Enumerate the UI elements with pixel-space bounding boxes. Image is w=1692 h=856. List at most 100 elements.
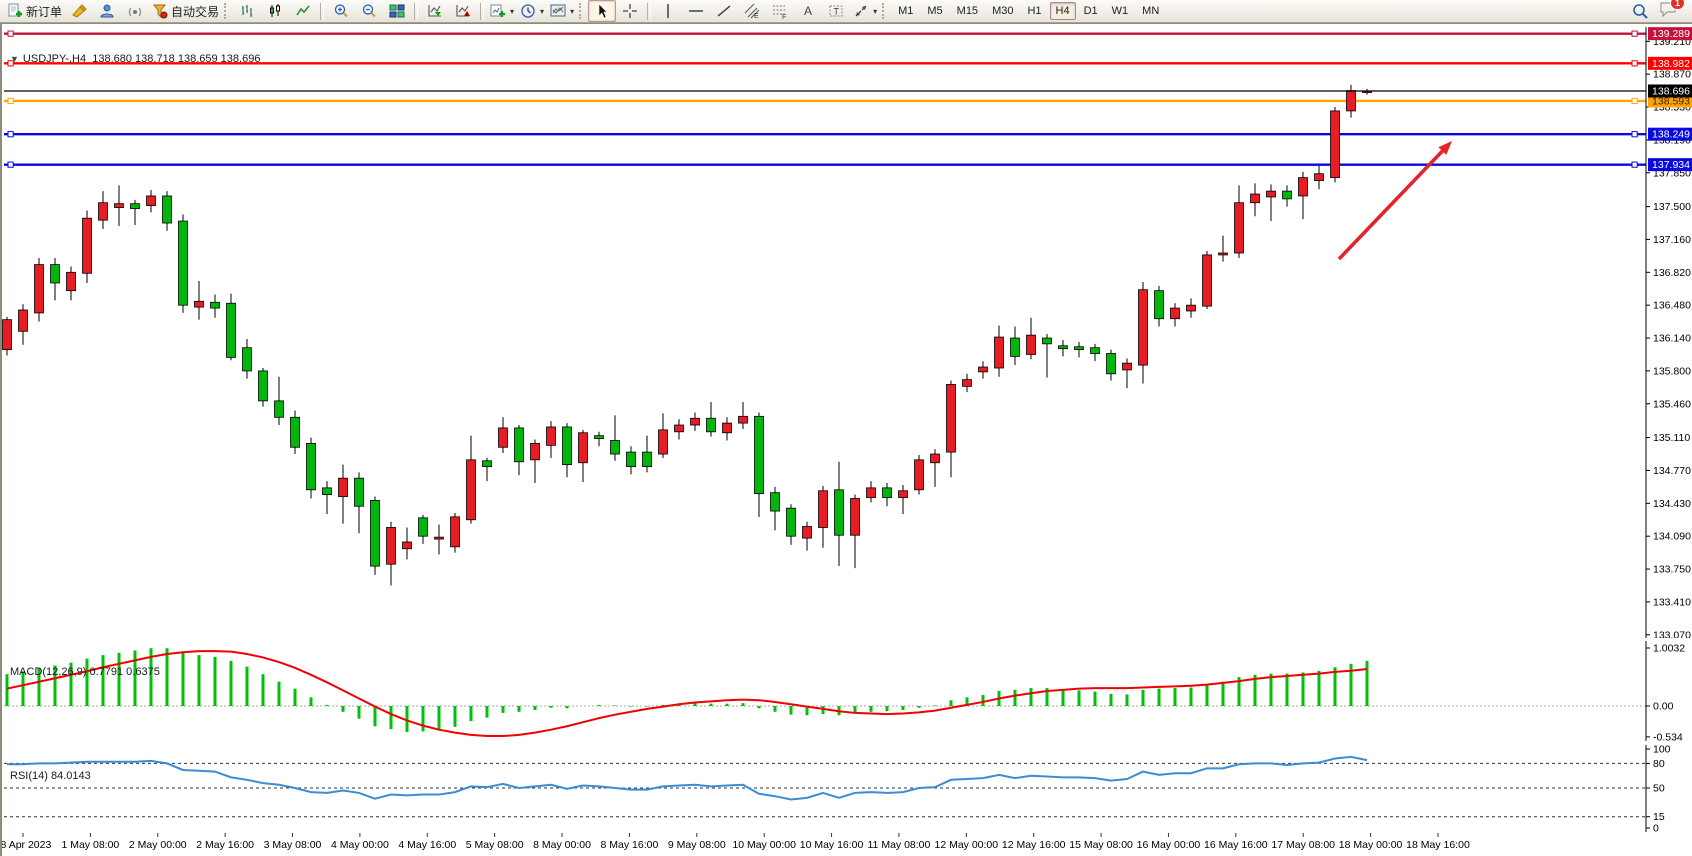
timeframe-button-D1[interactable]: D1 [1083,5,1098,17]
svg-text:16 May 00:00: 16 May 00:00 [1137,839,1201,851]
arrow-tools-button[interactable]: ▾ [850,0,880,22]
price-tag: 137.934 [1648,158,1692,172]
crosshair-tool-button[interactable] [616,0,644,22]
crosshair-icon [623,4,638,18]
horizontal-line-object[interactable] [4,161,1646,168]
toolbar-separator [647,2,652,20]
equidistant-channel-tool-button[interactable]: E [738,0,766,22]
notifications-button[interactable]: 1 [1659,0,1685,22]
cursor-tool-button[interactable] [588,0,617,22]
text-tool-button[interactable]: A [794,0,822,22]
macd-pane[interactable]: 1.0032 0.00 -0.534 [2,641,1692,741]
svg-text:3 May 08:00: 3 May 08:00 [264,839,322,851]
svg-text:T: T [834,7,840,17]
candlestick-chart-button[interactable] [261,0,289,22]
svg-text:10 May 00:00: 10 May 00:00 [732,839,796,851]
svg-text:134.090: 134.090 [1653,531,1691,543]
arrow-tools-icon [855,5,867,17]
svg-text:0: 0 [1653,823,1659,833]
equidistant-channel-icon: E [744,3,760,19]
search-icon[interactable] [1632,3,1649,20]
timeframe-button-H1[interactable]: H1 [1027,5,1042,17]
styler-button[interactable] [65,0,93,22]
candlestick-chart-icon [270,4,281,17]
price-tag: 138.249 [1648,127,1692,141]
svg-text:133.410: 133.410 [1653,596,1691,608]
horizontal-line-object[interactable] [4,60,1646,67]
horizontal-line-object[interactable] [4,30,1646,37]
svg-text:12 May 00:00: 12 May 00:00 [934,839,998,851]
zoom-out-icon [362,4,376,18]
svg-text:F: F [782,14,786,19]
svg-text:A: A [804,4,812,18]
macd-indicator-label: MACD(12,26,9) 0.7791 0.6375 [10,666,160,678]
dropdown-caret-icon: ▾ [510,6,515,16]
svg-text:11 May 08:00: 11 May 08:00 [868,839,931,851]
trendline-tool-button[interactable] [710,0,738,22]
timeframe-button-M5[interactable]: M5 [927,5,943,17]
svg-text:136.140: 136.140 [1653,333,1691,345]
svg-text:18 May 16:00: 18 May 16:00 [1406,839,1470,851]
rsi-indicator-label: RSI(14) 84.0143 [10,770,91,782]
horizontal-line-tool-button[interactable] [682,0,710,22]
new-chart-button[interactable]: ▾ [487,0,517,22]
svg-text:137.934: 137.934 [1652,159,1690,171]
auto-scroll-button[interactable] [421,0,449,22]
svg-text:5 May 08:00: 5 May 08:00 [466,839,524,851]
signal-icon [128,7,142,17]
timeframe-button-M15[interactable]: M15 [956,5,979,17]
horizontal-line-object[interactable] [4,131,1646,138]
vertical-line-tool-button[interactable] [654,0,682,22]
main-chart-pane[interactable]: 139.210138.870138.530138.190137.850137.5… [2,27,1692,638]
news-button[interactable] [121,0,149,22]
svg-text:139.289: 139.289 [1652,28,1690,40]
rsi-pane[interactable]: 100 80 50 150 [2,745,1692,832]
horizontal-line-object[interactable] [4,97,1646,105]
svg-text:134.770: 134.770 [1653,465,1691,477]
svg-text:2 May 16:00: 2 May 16:00 [196,839,254,851]
community-button[interactable] [93,0,121,22]
svg-text:136.480: 136.480 [1653,300,1691,312]
svg-text:4 May 16:00: 4 May 16:00 [398,839,456,851]
timeframe-button-M30[interactable]: M30 [992,5,1014,17]
timeframe-button-M1[interactable]: M1 [898,5,914,17]
line-chart-button[interactable] [289,0,317,22]
auto-trading-button[interactable]: 自动交易 [149,0,222,22]
tile-windows-button[interactable] [383,0,411,22]
templates-button[interactable]: ▾ [547,0,577,22]
time-axis[interactable]: 28 Apr 2023 1 May 08:00 2 May 00:00 2 May 1… [2,833,1692,856]
toolbar-grip [224,3,231,19]
fibonacci-tool-button[interactable]: F [766,0,794,22]
new-order-button[interactable]: 新订单 [4,0,65,22]
toolbar-separator [414,2,419,20]
horizontal-line-icon [689,10,704,12]
zoom-in-button[interactable] [327,0,355,22]
bar-chart-button[interactable] [233,0,261,22]
svg-text:1.0032: 1.0032 [1653,643,1685,655]
svg-text:138.982: 138.982 [1652,58,1690,70]
timeframe-button-W1[interactable]: W1 [1111,5,1129,17]
chart-title: ▼ USDJPY-,H4 138.680 138.718 138.659 138.… [10,53,260,65]
trend-arrow-annotation[interactable] [1337,141,1452,261]
zoom-out-button[interactable] [355,0,383,22]
dropdown-caret-icon: ▾ [570,6,575,16]
chart-shift-icon [456,5,471,17]
toolbar-separator [480,2,485,20]
toolbar: 新订单 自动交易 [0,0,1692,23]
svg-text:80: 80 [1653,758,1665,770]
svg-text:137.160: 137.160 [1653,234,1691,246]
svg-text:133.070: 133.070 [1653,629,1691,638]
periods-button[interactable]: ▾ [517,0,547,22]
toolbar-grip [579,3,586,19]
timeframe-button-MN[interactable]: MN [1142,5,1160,17]
timeframe-button-H4[interactable]: H4 [1049,2,1076,20]
svg-text:E: E [754,13,759,19]
new-order-label: 新订单 [26,4,63,19]
chart-shift-button[interactable] [449,0,477,22]
zoom-in-icon [334,4,348,18]
autotrade-funnel-icon [152,4,168,19]
text-label-tool-button[interactable]: T [822,0,850,22]
svg-text:133.750: 133.750 [1653,564,1691,576]
collapse-triangle-icon[interactable]: ▼ [10,54,19,64]
trendline-icon [717,5,731,17]
